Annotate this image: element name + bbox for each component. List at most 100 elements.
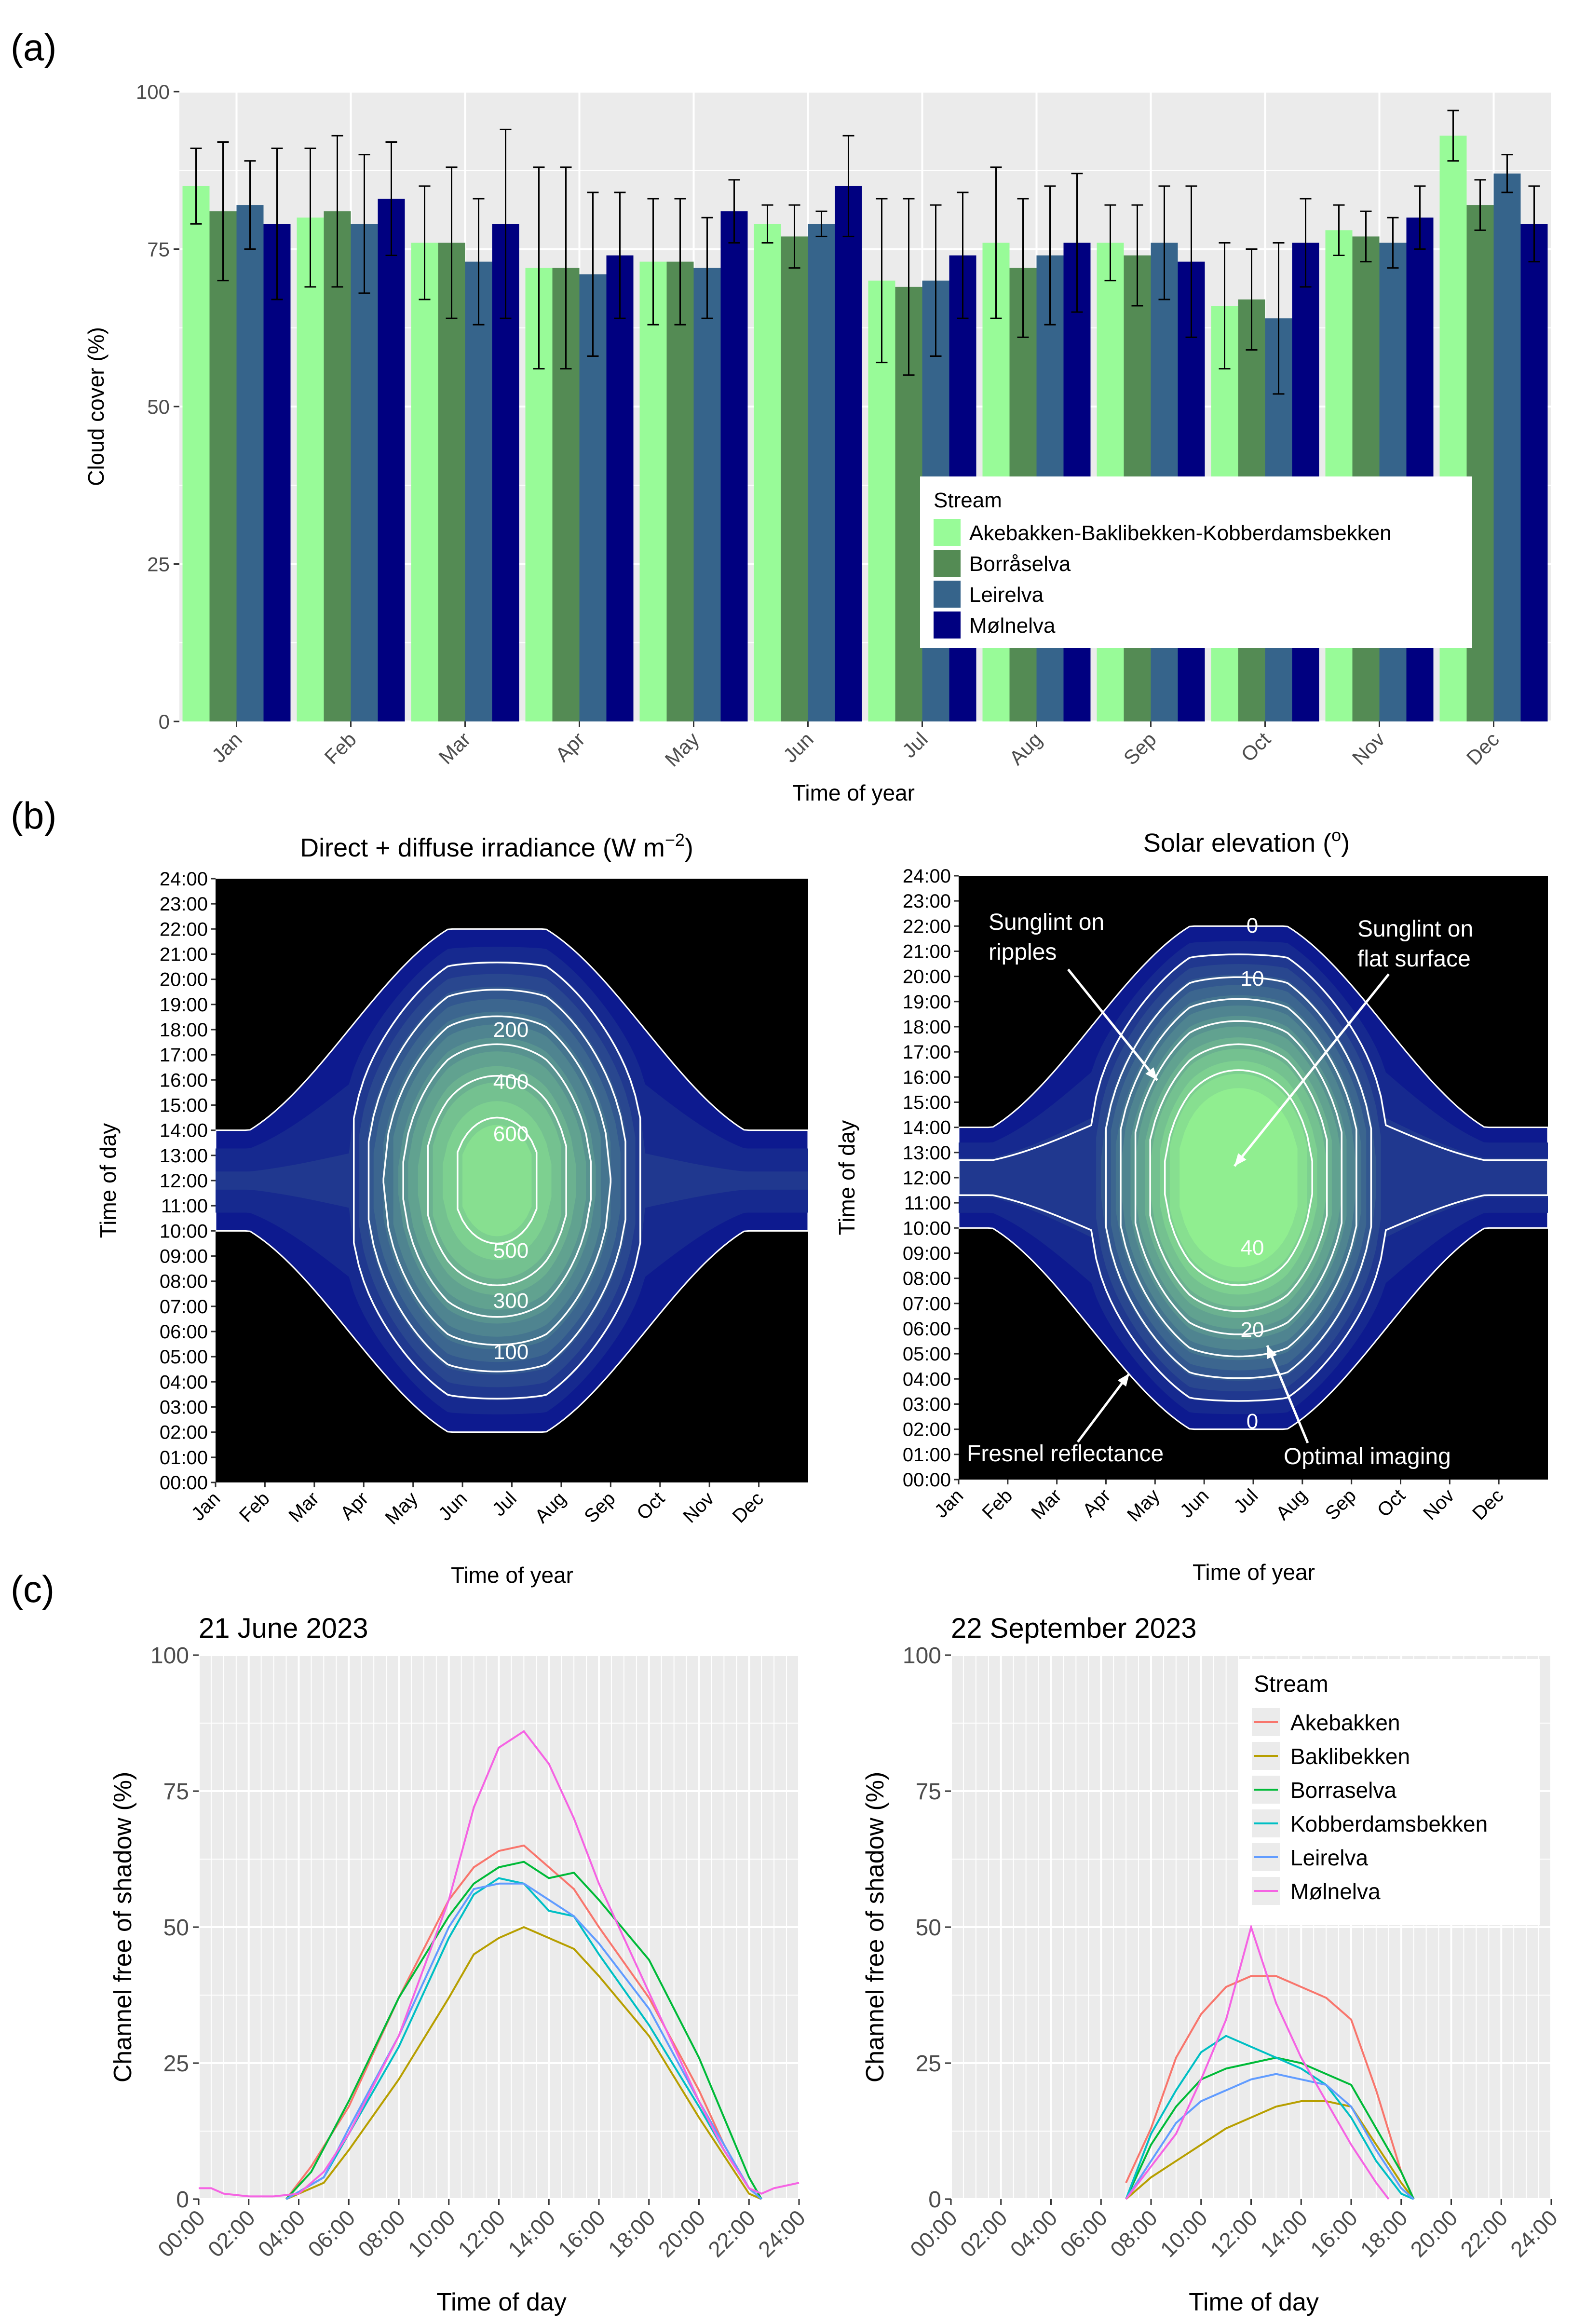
y-tick-label: 12:00 [160,1170,208,1192]
y-tick-label: 22:00 [903,916,951,937]
y-tick-label: 00:00 [160,1472,208,1494]
chart-b2-xlabel: Time of year [1193,1560,1315,1585]
bar [411,243,438,721]
x-tick-label: Apr [1079,1485,1115,1521]
legend-label: Leirelva [969,583,1044,607]
contour-label: 600 [493,1122,529,1146]
contour-label: 500 [493,1239,529,1263]
y-tick-label: 08:00 [903,1268,951,1290]
y-tick-label: 01:00 [160,1447,208,1468]
y-tick-label: 21:00 [903,941,951,963]
y-tick-label: 100 [903,1643,941,1669]
x-tick-label: Sep [580,1488,619,1527]
x-tick-label: Aug [1272,1485,1311,1524]
bar [297,217,324,722]
arrow-optimal [1266,1345,1309,1443]
series-line-leirelva [285,1882,762,2200]
chart-b1-heatmap [215,928,809,1433]
x-tick-label: Oct [633,1488,669,1524]
legend-label: Mølnelva [969,614,1056,638]
arrow-ripples-head [1145,1067,1157,1080]
x-tick-label: 12:00 [453,2205,510,2262]
chart-a-xlabel: Time of year [792,780,915,805]
y-tick-label: 17:00 [160,1045,208,1066]
x-tick-label: Nov [679,1488,718,1527]
series-line-akebakken [1125,1975,1415,2200]
bar [209,211,237,721]
series-line-mølnelva [1125,1924,1390,2200]
y-tick-label: 25 [916,2051,941,2077]
x-tick-label: Dec [1462,728,1504,769]
arrow-flat-head [1234,1153,1247,1166]
chart-c1-xlabel: Time of day [436,2288,567,2316]
x-tick-label: Jul [898,728,932,762]
y-tick-label: 22:00 [160,919,208,940]
y-tick-label: 19:00 [903,992,951,1013]
contour-label: 0 [1247,914,1258,938]
x-tick-label: Mar [434,728,474,768]
bar [606,255,634,721]
x-tick-label: 06:00 [1055,2205,1112,2262]
y-tick-label: 0 [176,2187,189,2213]
bar [781,236,808,721]
legend-label: Akebakken-Baklibekken-Kobberdamsbekken [969,521,1392,545]
y-tick-label: 17:00 [903,1042,951,1063]
y-tick-label: 04:00 [160,1372,208,1393]
bar [808,224,835,721]
x-tick-label: Dec [1468,1485,1507,1524]
annotation-optimal-imaging: Optimal imaging [1284,1444,1451,1469]
chart-b2-axes: 00:00 01:00 02:00 03:00 04:00 05:00 06:00 07:00… [903,866,1508,1526]
chart-c1-ylabel: Channel free of shadow (%) [109,1772,137,2083]
legend-swatch [934,612,961,639]
arrow-fresnel-head [1117,1373,1129,1387]
chart-b1-title: Direct + diffuse irradiance (W m−2) [300,830,693,862]
x-tick-label: 12:00 [1205,2205,1262,2262]
y-tick-label: 25 [147,553,170,576]
x-tick-label: 22:00 [1455,2205,1512,2262]
x-tick-label: Mar [285,1488,323,1526]
bar [438,243,465,721]
series-line-kobberdamsbekken [1125,2035,1414,2200]
x-tick-label: 24:00 [753,2205,810,2262]
chart-c2-lines [1125,1924,1415,2200]
x-tick-label: 06:00 [303,2205,360,2262]
y-tick-label: 75 [916,1779,941,1805]
chart-a-legend-title: Stream [934,489,1002,512]
legend-swatch [934,581,961,608]
contour-line [1149,1043,1328,1312]
x-tick-label: 24:00 [1505,2205,1562,2262]
chart-c1: 21 June 2023 0 25 50 75 100 00:0002:0004:0006… [109,1613,810,2316]
legend-label: Akebakken [1290,1710,1400,1735]
chart-c1-lines [199,1730,800,2200]
y-tick-label: 02:00 [160,1422,208,1443]
y-tick-label: 02:00 [903,1419,951,1441]
x-tick-label: 20:00 [653,2205,710,2262]
x-tick-label: Aug [531,1488,570,1527]
chart-c2-ylabel: Channel free of shadow (%) [861,1772,889,2083]
chart-c2-legend: Stream Akebakken Baklibekken Borraselva Kob… [1239,1659,1540,1925]
chart-b2-title: Solar elevation (o) [1143,825,1350,857]
annotation-fresnel: Fresnel reflectance [967,1441,1164,1467]
y-tick-label: 0 [928,2187,941,2213]
y-tick-label: 05:00 [903,1344,951,1365]
bar [263,224,291,721]
y-tick-label: 24:00 [160,869,208,890]
chart-a: 0 25 50 75 100 Jan Feb Mar Apr May Jun Jul Aug Sep Oct… [83,81,1551,805]
x-tick-label: Dec [729,1488,768,1527]
bar [639,261,667,721]
arrow-flat [1234,973,1390,1167]
chart-a-error-bars [190,109,1540,395]
y-tick-label: 18:00 [903,1017,951,1038]
series-line-akebakken [285,1844,762,2200]
x-tick-label: Mar [1027,1485,1066,1523]
y-tick-label: 13:00 [903,1142,951,1164]
y-tick-label: 11:00 [904,1193,951,1214]
bar [693,268,721,721]
y-tick-label: 05:00 [160,1346,208,1368]
y-tick-label: 100 [136,81,170,103]
y-tick-label: 75 [147,238,170,261]
x-tick-label: Nov [1419,1485,1458,1524]
contour-label: 100 [493,1340,529,1364]
